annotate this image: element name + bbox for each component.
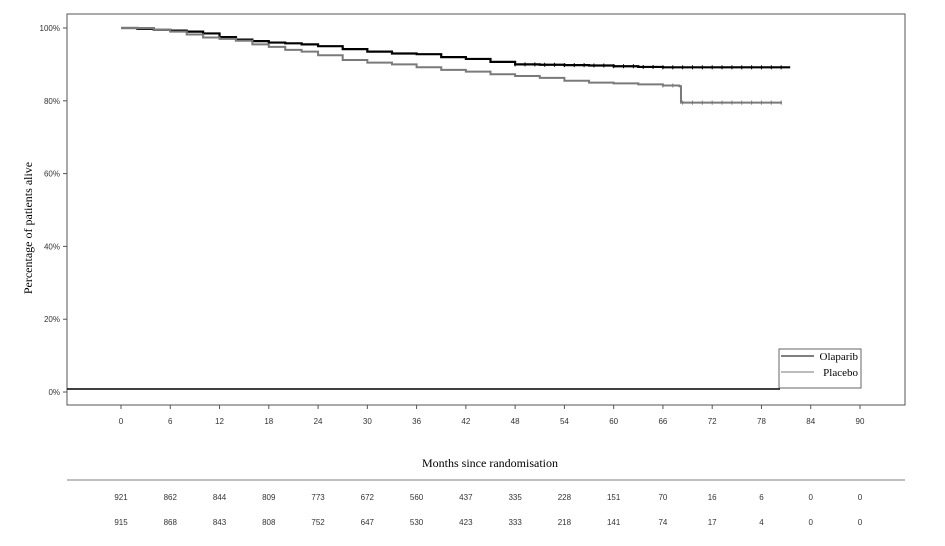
- risk-cell: 335: [508, 493, 522, 502]
- risk-cell: 423: [459, 518, 473, 527]
- x-tick-label: 90: [856, 417, 865, 426]
- x-tick-label: 54: [560, 417, 569, 426]
- risk-cell: 228: [558, 493, 572, 502]
- y-tick-label: 20%: [44, 315, 60, 324]
- risk-cell: 773: [311, 493, 325, 502]
- x-tick-label: 0: [119, 417, 124, 426]
- axis-layer: 0% 20% 40% 60% 80% 100% 0 6 12 18 24 30 36 42 48 54 60 66…: [40, 13, 906, 426]
- risk-cell: 4: [759, 518, 764, 527]
- risk-cell: 0: [809, 493, 814, 502]
- x-tick-label: 78: [757, 417, 766, 426]
- x-tick-label: 84: [806, 417, 815, 426]
- x-tick-label: 72: [708, 417, 717, 426]
- risk-cell: 70: [658, 493, 667, 502]
- risk-cell: 6: [759, 493, 764, 502]
- x-tick-label: 6: [168, 417, 173, 426]
- series-line-olaparib: [121, 26, 791, 69]
- risk-cell: 530: [410, 518, 424, 527]
- risk-cell: 808: [262, 518, 276, 527]
- risk-cell: 560: [410, 493, 424, 502]
- risk-cell: 437: [459, 493, 473, 502]
- risk-cell: 0: [858, 493, 863, 502]
- x-tick-label: 42: [461, 417, 470, 426]
- risk-cell: 921: [114, 493, 128, 502]
- x-tick-label: 36: [412, 417, 421, 426]
- risk-cell: 809: [262, 493, 276, 502]
- risk-cell: 752: [311, 518, 325, 527]
- risk-cell: 16: [708, 493, 717, 502]
- legend: Olaparib Placebo: [778, 348, 862, 389]
- risk-cell: 868: [164, 518, 178, 527]
- y-tick-label: 0%: [48, 388, 60, 397]
- risk-cell: 218: [558, 518, 572, 527]
- y-tick-label: 40%: [44, 242, 60, 251]
- legend-label-placebo: Placebo: [823, 367, 858, 379]
- plot-frame: [66, 13, 906, 406]
- risk-cell: 0: [858, 518, 863, 527]
- risk-cell: 0: [809, 518, 814, 527]
- risk-cell: 862: [164, 493, 178, 502]
- x-tick-label: 18: [264, 417, 273, 426]
- risk-table: 921 862 844 809 773 672 560 437 335 228 151 70 16 6 0 0…: [67, 479, 905, 527]
- risk-cell: 844: [213, 493, 227, 502]
- series-layer: [121, 26, 791, 105]
- x-tick-label: 24: [314, 417, 323, 426]
- y-tick-label: 100%: [40, 24, 60, 33]
- risk-cell: 333: [508, 518, 522, 527]
- risk-cell: 647: [361, 518, 375, 527]
- risk-cell: 672: [361, 493, 375, 502]
- risk-cell: 151: [607, 493, 621, 502]
- y-axis-label: Percentage of patients alive: [21, 162, 35, 294]
- x-tick-label: 66: [658, 417, 667, 426]
- risk-cell: 141: [607, 518, 621, 527]
- risk-cell: 74: [658, 518, 667, 527]
- legend-label-olaparib: Olaparib: [820, 351, 859, 363]
- x-tick-label: 30: [363, 417, 372, 426]
- risk-cell: 17: [708, 518, 717, 527]
- risk-cell: 843: [213, 518, 227, 527]
- y-tick-label: 80%: [44, 97, 60, 106]
- x-tick-label: 12: [215, 417, 224, 426]
- x-axis-label: Months since randomisation: [422, 456, 558, 470]
- series-line-placebo: [121, 27, 782, 104]
- x-tick-label: 48: [511, 417, 520, 426]
- x-tick-label: 60: [609, 417, 618, 426]
- risk-cell: 915: [114, 518, 128, 527]
- y-tick-label: 60%: [44, 170, 60, 179]
